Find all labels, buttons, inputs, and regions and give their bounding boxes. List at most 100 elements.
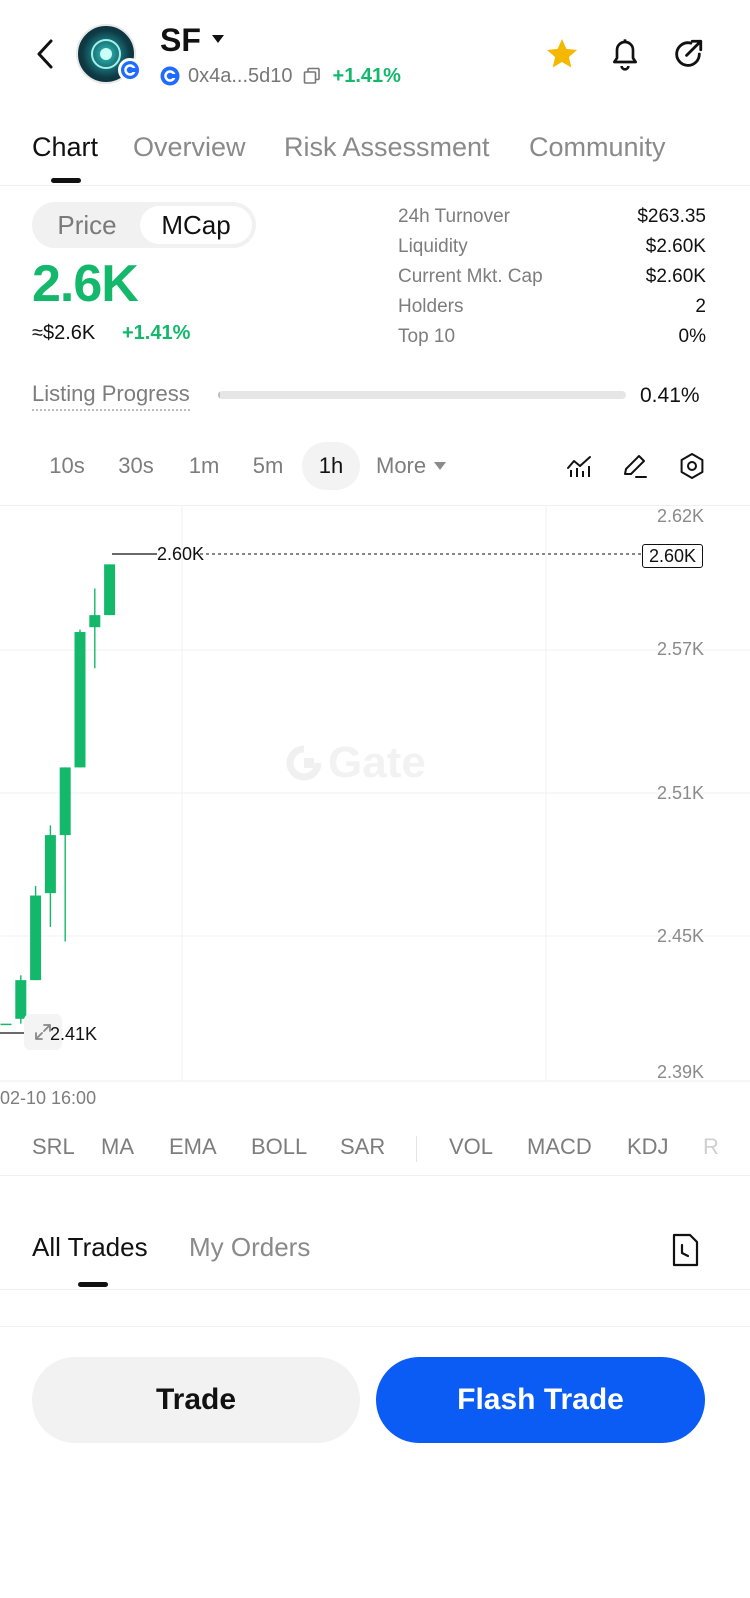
document-clock-icon <box>672 1233 699 1267</box>
stat-value: 0% <box>678 326 706 347</box>
indicator-kdj[interactable]: KDJ <box>627 1134 669 1159</box>
interval-1h[interactable]: 1h <box>302 442 360 490</box>
interval-10s[interactable]: 10s <box>49 453 85 478</box>
pencil-icon <box>624 455 647 478</box>
indicator-sar[interactable]: SAR <box>340 1134 386 1159</box>
candlestick-chart[interactable]: Gate 2.62K 2.57K 2.51K 2.45K 2.39K 2.60K… <box>0 505 750 1115</box>
tab-chart[interactable]: Chart <box>32 132 99 162</box>
bell-icon <box>613 39 637 71</box>
indicator-macd[interactable]: MACD <box>527 1134 592 1159</box>
token-avatar <box>76 24 136 84</box>
active-tab-indicator <box>51 178 81 183</box>
high-price-label: 2.60K <box>157 544 205 564</box>
stat-value: $2.60K <box>645 266 706 287</box>
stat-row: 24h Turnover $263.35 <box>398 206 706 236</box>
stat-row: Top 10 0% <box>398 326 706 356</box>
summary-change: +1.41% <box>122 322 191 344</box>
y-axis-tick: 2.62K <box>656 506 704 526</box>
watermark-text: Gate <box>328 738 426 787</box>
indicator-boll[interactable]: BOLL <box>251 1134 308 1159</box>
stat-label: Liquidity <box>398 236 468 257</box>
trades-tabs: All Trades My Orders <box>0 1218 750 1290</box>
chart-canvas[interactable] <box>0 506 750 1086</box>
token-name[interactable]: SF <box>160 22 201 58</box>
share-icon <box>675 39 703 67</box>
stats-panel: 24h Turnover $263.35 Liquidity $2.60K Cu… <box>398 206 706 356</box>
listing-progress-label[interactable]: Listing Progress <box>32 381 190 411</box>
candle-body <box>44 835 56 894</box>
active-trades-tab-indicator <box>78 1282 108 1287</box>
interval-1m[interactable]: 1m <box>188 453 220 478</box>
watermark: Gate <box>284 738 426 788</box>
hexagon-settings-icon <box>680 453 704 479</box>
divider <box>0 1326 750 1327</box>
caret-down-icon <box>434 462 447 470</box>
market-cap-value: 2.6K <box>32 255 139 313</box>
stat-label: Holders <box>398 296 464 317</box>
toggle-price[interactable]: Price <box>57 209 117 240</box>
listing-progress-fill <box>218 391 220 399</box>
indicator-vol[interactable]: VOL <box>449 1134 494 1159</box>
y-axis-tick: 2.57K <box>656 639 704 659</box>
approx-usd-value: ≈$2.6K <box>32 322 96 344</box>
header: SF 0x4a...5d10 +1.41% <box>0 0 750 108</box>
stat-label: 24h Turnover <box>398 206 510 227</box>
chart-indicator-icon <box>567 456 591 477</box>
stat-value: $263.35 <box>637 206 706 227</box>
back-button[interactable] <box>28 34 62 74</box>
y-axis-tick: 2.45K <box>656 926 704 946</box>
indicator-srl[interactable]: SRL <box>32 1134 75 1159</box>
flash-trade-button[interactable]: Flash Trade <box>376 1357 705 1443</box>
toggle-mcap[interactable]: MCap <box>140 206 252 244</box>
listing-progress-bar <box>218 391 626 399</box>
address-row: 0x4a...5d10 +1.41% <box>160 64 401 88</box>
y-axis-tick: 2.39K <box>656 1062 704 1082</box>
indicator-ema[interactable]: EMA <box>169 1134 217 1159</box>
drawing-tool-button[interactable] <box>619 450 651 482</box>
candle-body <box>15 980 27 1019</box>
order-history-button[interactable] <box>668 1232 702 1268</box>
price-mcap-toggle: Price MCap <box>32 202 256 248</box>
current-price-tag: 2.60K <box>642 544 703 568</box>
y-axis-tick: 2.51K <box>656 783 704 803</box>
notification-button[interactable] <box>605 34 645 74</box>
candle-body <box>89 615 101 628</box>
copy-icon[interactable] <box>303 67 321 85</box>
interval-more[interactable]: More <box>370 442 462 490</box>
candle-body <box>30 895 42 981</box>
favorite-star-button[interactable] <box>542 34 582 74</box>
gate-chain-icon <box>160 66 180 86</box>
expand-icon <box>35 1024 51 1040</box>
chain-badge-icon <box>118 58 142 82</box>
candle-body <box>0 1023 12 1026</box>
indicator-divider <box>416 1136 417 1162</box>
share-button[interactable] <box>668 34 708 74</box>
stat-value: 2 <box>695 296 706 317</box>
star-icon <box>547 39 577 68</box>
candle-body <box>74 632 86 768</box>
interval-more-label: More <box>376 453 427 478</box>
chevron-left-icon <box>37 39 53 69</box>
x-axis-tick: 02-10 16:00 <box>0 1088 97 1108</box>
indicator-ma[interactable]: MA <box>101 1134 134 1159</box>
caret-down-icon[interactable] <box>211 34 225 44</box>
stat-row: Current Mkt. Cap $2.60K <box>398 266 706 296</box>
interval-5m[interactable]: 5m <box>252 453 284 478</box>
interval-30s[interactable]: 30s <box>118 453 154 478</box>
tab-my-orders[interactable]: My Orders <box>189 1232 311 1262</box>
indicator-tool-button[interactable] <box>563 450 595 482</box>
tab-all-trades[interactable]: All Trades <box>32 1232 148 1262</box>
price-change: +1.41% <box>332 64 401 87</box>
trade-button[interactable]: Trade <box>32 1357 360 1443</box>
main-tabs: Chart Overview Risk Assessment Community <box>0 128 750 186</box>
chart-settings-button[interactable] <box>676 450 708 482</box>
tab-overview[interactable]: Overview <box>133 132 246 162</box>
listing-progress-value: 0.41% <box>640 384 700 407</box>
tab-risk-assessment[interactable]: Risk Assessment <box>284 132 490 162</box>
low-price-label: 2.41K <box>50 1024 98 1044</box>
stat-row: Holders 2 <box>398 296 706 326</box>
indicator-r[interactable]: R <box>703 1134 719 1159</box>
interval-bar: 10s 30s 1m 5m 1h More <box>0 440 750 492</box>
tab-community[interactable]: Community <box>529 132 666 162</box>
expand-chart-button[interactable] <box>24 1014 62 1050</box>
